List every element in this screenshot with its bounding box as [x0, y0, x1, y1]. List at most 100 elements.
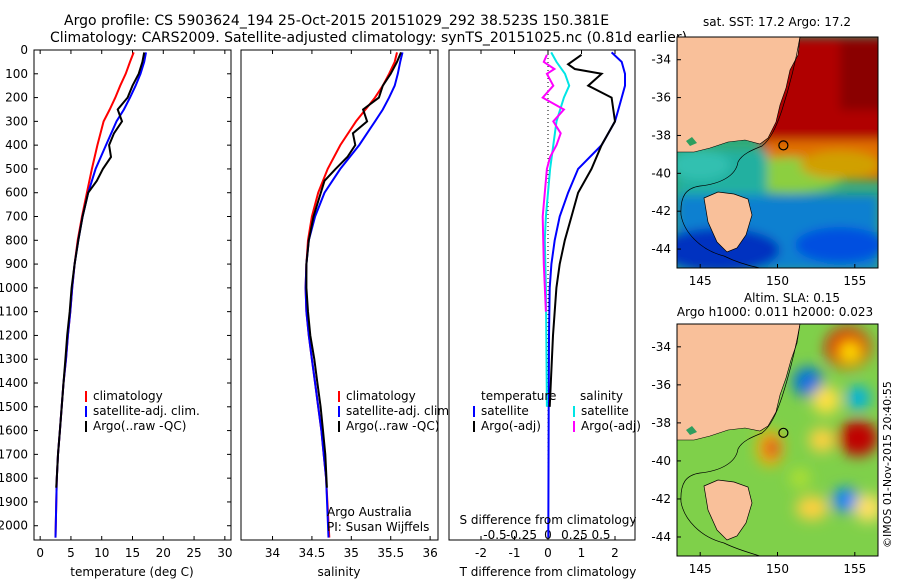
sla-map: Altim. SLA: 0.15 Argo h1000: 0.011 h2000…: [651, 291, 879, 576]
lat-tick-label: -42: [651, 204, 671, 218]
depth-tick-label: 1400: [0, 376, 28, 390]
depth-tick-label: 900: [5, 257, 28, 271]
depth-tick-label: 1500: [0, 400, 28, 414]
lon-tick-label: 150: [766, 562, 789, 576]
x-tick-label: 35: [344, 546, 359, 560]
depth-tick-label: 1800: [0, 471, 28, 485]
legend-label: Argo(-adj): [481, 419, 541, 433]
difference-axis: -2 -1 0 1 2-0.5 -0.25 0 0.25 0.5: [475, 50, 619, 560]
t-tick-label: -1: [509, 546, 521, 560]
salinity-panel: 34 34.5 35 35.5 36 salinity climatologysatel…: [240, 49, 453, 579]
x-tick-label: 34: [265, 546, 280, 560]
temperature-axis: 0 5 10 15 20 25 30: [36, 50, 232, 560]
lon-tick-label: 150: [766, 274, 789, 288]
lat-tick-label: -34: [651, 340, 671, 354]
t-tick-label: 1: [578, 546, 586, 560]
lat-tick-label: -44: [651, 530, 671, 544]
legend-label: satellite: [481, 404, 529, 418]
lat-tick-label: -38: [651, 128, 671, 142]
x-tick-label: 36: [422, 546, 437, 560]
s-tick-label: -0.25: [506, 528, 537, 542]
legend-label: Argo(..raw -QC): [93, 419, 186, 433]
temperature-panel: 0100200300400500600700800900100011001200…: [0, 43, 232, 579]
legend-title-temperature: temperature: [481, 389, 556, 403]
x-tick-label: 34.5: [299, 546, 326, 560]
depth-tick-label: 1100: [0, 305, 28, 319]
x-tick-label: 15: [125, 546, 140, 560]
difference-profiles: [541, 51, 626, 538]
sst-map-axes: 145 150 155 -34 -36 -38 -40 -42 -44: [651, 53, 866, 288]
x-tick-label: 25: [186, 546, 201, 560]
difference-line-2: [543, 51, 571, 407]
lon-tick-label: 155: [843, 274, 866, 288]
temperature-plot-frame: [33, 49, 232, 541]
depth-tick-label: 300: [5, 114, 28, 128]
difference-line-1: [548, 53, 617, 407]
legend-label: satellite: [581, 404, 629, 418]
legend-title-salinity: salinity: [580, 389, 623, 403]
legend-label: climatology: [346, 389, 416, 403]
lat-tick-label: -40: [651, 454, 671, 468]
lon-tick-label: 155: [843, 562, 866, 576]
depth-tick-label: 400: [5, 138, 28, 152]
salinity-plot-frame: [240, 49, 439, 541]
sla-field: [677, 324, 878, 556]
depth-tick-label: 2000: [0, 519, 28, 533]
depth-tick-label: 700: [5, 210, 28, 224]
depth-axis: 0 100 200 300 400 500 600 700 800 900 1000 1100 1200…: [0, 43, 231, 533]
depth-tick-label: 1000: [0, 281, 28, 295]
pi-label: PI: Susan Wijffels: [327, 520, 429, 534]
depth-tick-label: 600: [5, 186, 28, 200]
depth-tick-label: 200: [5, 91, 28, 105]
sla-map-axes: 145 150 155 -34 -36 -38 -40 -42 -44: [651, 340, 866, 576]
lat-tick-label: -42: [651, 492, 671, 506]
series-line-argo-raw-qc-: [305, 52, 402, 488]
argo-position-marker: [778, 140, 789, 151]
lon-tick-label: 145: [689, 274, 712, 288]
difference-plot-frame: [448, 49, 636, 541]
difference-line-3: [541, 54, 566, 312]
lat-tick-label: -38: [651, 416, 671, 430]
sst-map-title: sat. SST: 17.2 Argo: 17.2: [703, 15, 851, 29]
depth-tick-label: 1900: [0, 495, 28, 509]
title-line-1: Argo profile: CS 5903624_194 25-Oct-2015…: [64, 13, 609, 29]
depth-tick-label: 1600: [0, 424, 28, 438]
s-tick-label: 0.5: [591, 528, 610, 542]
t-tick-label: 0: [544, 546, 552, 560]
depth-tick-label: 0: [20, 43, 28, 57]
legend-label: Argo(..raw -QC): [346, 419, 439, 433]
lon-tick-label: 145: [689, 562, 712, 576]
x-tick-label: 30: [217, 546, 232, 560]
depth-tick-label: 1300: [0, 352, 28, 366]
x-tick-label: 5: [67, 546, 75, 560]
argo-position-marker: [778, 427, 789, 438]
salinity-axis: 34 34.5 35 35.5 36: [265, 50, 438, 560]
lat-tick-label: -34: [651, 53, 671, 67]
lat-tick-label: -36: [651, 378, 671, 392]
depth-tick-label: 800: [5, 233, 28, 247]
x-tick-label: 20: [156, 546, 171, 560]
s-tick-label: 0.25: [561, 528, 588, 542]
legend-label: Argo(-adj): [581, 419, 641, 433]
lat-tick-label: -44: [651, 242, 671, 256]
x-tick-label: 35.5: [377, 546, 404, 560]
s-tick-label: -0.5: [483, 528, 506, 542]
t-difference-xlabel: T difference from climatology: [459, 565, 637, 579]
depth-tick-label: 100: [5, 67, 28, 81]
s-difference-label: S difference from climatology: [460, 513, 637, 527]
sla-map-title-1: Altim. SLA: 0.15: [744, 291, 840, 305]
t-tick-label: -2: [475, 546, 487, 560]
difference-line-0: [547, 51, 626, 538]
salinity-xlabel: salinity: [317, 565, 360, 579]
x-tick-label: 0: [36, 546, 44, 560]
lat-tick-label: -40: [651, 166, 671, 180]
x-tick-label: 10: [94, 546, 109, 560]
t-tick-label: 2: [611, 546, 619, 560]
salinity-profiles: [304, 52, 404, 538]
difference-legend: temperature salinitysatelliteArgo(-adj)sa…: [473, 389, 641, 433]
depth-tick-label: 1700: [0, 447, 28, 461]
sla-map-title-2: Argo h1000: 0.011 h2000: 0.023: [677, 305, 873, 319]
